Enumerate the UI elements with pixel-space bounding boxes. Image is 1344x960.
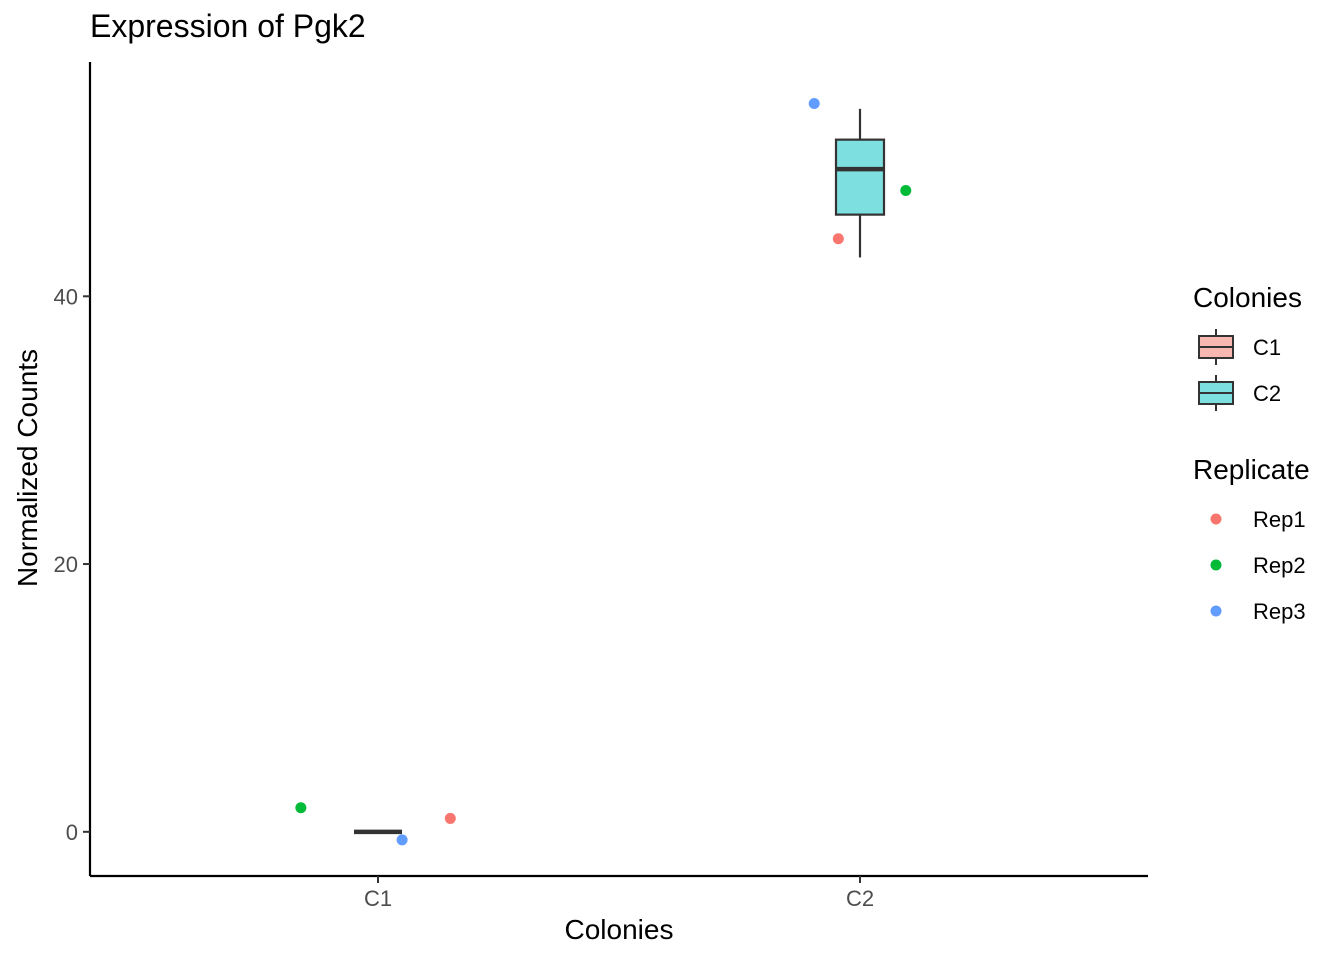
x-tick-label: C1 [364,886,392,911]
data-point-C2-Rep2 [900,185,912,197]
y-tick-label: 20 [54,552,78,577]
x-tick-label: C2 [846,886,874,911]
chart-title: Expression of Pgk2 [90,8,366,44]
legend-title-replicate: Replicate [1193,454,1310,485]
box-C2 [834,108,886,258]
legend-label-rep3: Rep3 [1253,599,1306,624]
y-tick-label: 0 [66,820,78,845]
legend-label-rep1: Rep1 [1253,507,1306,532]
data-point-C1-Rep3 [396,834,408,846]
plot-area: 0 20 40 C1 C2 [54,62,1148,911]
legend: Colonies C1 C2 Replicate Rep1 Rep2 Rep3 [1193,282,1310,624]
box-body [834,138,886,216]
legend-key-point [1210,559,1222,571]
legend-label-rep2: Rep2 [1253,553,1306,578]
legend-key-point [1210,605,1222,617]
legend-label-c1: C1 [1253,335,1281,360]
data-point-C1-Rep2 [295,802,307,814]
data-point-C2-Rep3 [808,98,820,110]
legend-label-c2: C2 [1253,381,1281,406]
legend-key-point [1210,513,1222,525]
x-axis-title: Colonies [565,914,674,945]
data-point-C2-Rep1 [832,233,844,245]
data-point-C1-Rep1 [444,812,456,824]
y-tick-label: 40 [54,284,78,309]
y-axis-title: Normalized Counts [12,349,43,587]
legend-key-box [1198,329,1234,365]
legend-key-box [1198,375,1234,411]
legend-title-colonies: Colonies [1193,282,1302,313]
